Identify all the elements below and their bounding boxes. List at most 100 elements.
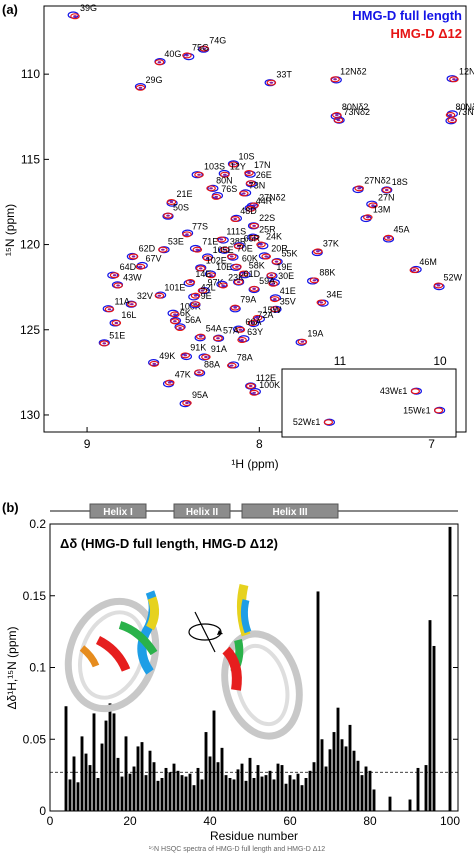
peak-core [436,284,441,287]
peak-label: 10S [238,151,254,161]
residue-bar [68,779,72,811]
peak-delta12 [182,400,192,407]
peak: 101E [154,283,185,299]
peak: 38R [218,237,247,254]
peak: 35V [270,296,296,313]
hsqc-x-tick-label: 9 [84,437,91,451]
structure-illustration-right [221,583,303,740]
peak-label: 25R [259,225,276,235]
peak-label: 101E [164,283,185,293]
peak-delta12 [381,187,392,194]
residue-bar [200,779,204,811]
peak: 73Nδ2 [445,107,474,125]
residue-bar [276,763,280,811]
peak-label: 111S [226,226,246,236]
residue-bar [260,776,264,811]
peak-core [386,236,391,239]
residue-bar [252,777,256,811]
residue-bar [320,739,324,811]
peak: 76S [211,184,237,200]
residue-bar [80,736,84,811]
peak-delta12 [192,246,203,253]
peak-label: 71E [202,237,218,247]
peak-core [357,187,362,190]
peak-core [167,381,172,384]
peak: 15W [252,305,282,323]
peak-core [333,78,337,81]
inset-peak-label: 15Wε1 [403,405,431,415]
peak-delta12 [252,314,263,321]
peak-delta12 [211,193,222,200]
peak-label: 73Nδ2 [344,107,371,117]
peak-label: 80Nδ2 [455,102,474,112]
peak: 11A [102,296,130,313]
peak: 9E [189,291,212,309]
chemical-shift-difference-chart: Helix I Helix II Helix III Δδ (HMG-D full … [5,503,460,843]
peak-label: 52W [443,272,462,282]
peak: 73Nδ2 [333,107,371,124]
peak: 59A [248,276,275,294]
peak-core [252,224,256,227]
residue-bar [124,736,128,811]
peak-delta12 [135,263,146,270]
peak-core [204,355,208,359]
inset-frame [281,368,457,438]
peak-delta12 [226,362,237,369]
peak-label: 70E [237,243,253,253]
residue-bar [216,762,220,811]
peak-core [202,47,206,50]
peak-label: 49K [159,351,175,361]
peak-delta12 [230,304,240,311]
peak-core [185,401,189,405]
peak-delta12 [363,214,373,221]
peak-label: 33T [276,70,292,80]
bar-y-axis-label: Δδ¹H,¹⁵N (ppm) [5,626,19,709]
peak-full-length [198,286,210,295]
peak-delta12 [195,265,206,272]
peak-delta12 [175,325,185,332]
residue-bar [292,779,296,811]
peak-label: 51E [109,330,125,340]
peak-label: 37K [323,238,339,248]
peak-core [231,163,236,166]
residue-bar [324,766,328,811]
peak-label: 19E [276,262,292,272]
peak-full-length [183,279,195,287]
peak-label: 64D [120,262,137,272]
peak-full-length [167,309,179,317]
peak: 47K [162,370,191,388]
peak-core [255,316,260,319]
peak-full-length [67,11,79,19]
residue-bar [364,766,368,811]
peak-core [112,274,117,277]
peak-core [205,257,210,260]
peak-label: 39G [80,3,97,13]
residue-bar [268,770,272,811]
peak-full-length [162,380,175,388]
inset-tryptophan: 11 10 43Wε1 52Wε1 15Wε1 [281,354,457,438]
peak: 60K [230,254,258,271]
residue-bar [100,743,104,811]
structure-illustration-left [64,590,160,713]
peak-core [319,301,324,304]
residue-bar [108,703,112,811]
peak-label: 22S [259,213,275,223]
peak-label: 95A [192,390,208,400]
peak: 50S [162,203,189,220]
residue-bar [96,777,100,811]
residue-bar [304,777,308,811]
residue-bar [152,762,156,811]
peak-core [274,260,279,263]
peak: 66A [232,317,261,333]
peak: 16L [109,310,136,327]
peak: 29G [134,75,162,91]
peak-full-length [180,352,193,361]
peak-label: 53E [168,237,184,247]
peak-label: 17N [254,160,271,170]
peak: 67V [135,254,161,270]
peak: 88K [307,267,335,285]
peak-label: 50S [173,203,189,213]
peak-full-length [188,293,200,301]
peak: 34E [316,289,342,307]
peak-delta12 [128,253,139,260]
